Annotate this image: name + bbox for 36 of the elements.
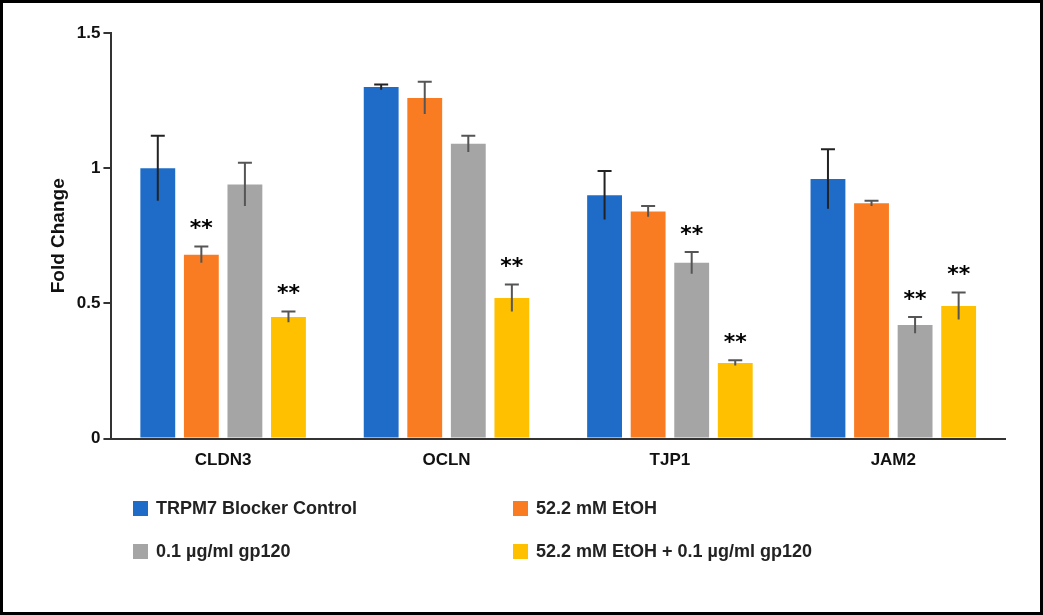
bar: [407, 97, 443, 438]
annotation: **: [276, 280, 301, 306]
bar: [674, 262, 710, 438]
y-tick-label: 1.5: [76, 22, 101, 42]
bar: [717, 362, 753, 438]
legend-label: TRPM7 Blocker Control: [156, 498, 358, 519]
bar: [854, 203, 889, 438]
annotation: **: [500, 253, 524, 279]
x-tick-label: TJP1: [649, 450, 691, 470]
bar: [271, 316, 306, 438]
y-tick-label: 0.5: [76, 293, 101, 313]
bar: [630, 211, 666, 438]
annotation: **: [723, 328, 748, 354]
bar: [810, 179, 846, 438]
bar: [140, 168, 176, 438]
annotation: **: [680, 220, 704, 246]
legend-label: 52.2 mM EtOH + 0.1 µg/ml gp120: [536, 541, 812, 562]
bar: [183, 254, 219, 438]
legend-label: 52.2 mM EtOH: [536, 498, 658, 519]
bar: [227, 184, 263, 438]
bar: [587, 195, 622, 438]
bar: [363, 87, 399, 438]
bar: [897, 325, 933, 438]
annotation: **: [947, 261, 971, 287]
annotation: **: [189, 215, 214, 241]
y-tick-label: 1: [90, 157, 101, 177]
y-tick-label: 0: [90, 428, 101, 448]
y-axis-title: Fold Change: [46, 178, 68, 294]
x-tick-label: JAM2: [870, 450, 916, 470]
bar: [450, 143, 486, 438]
bar: [941, 306, 977, 438]
x-tick-label: OCLN: [422, 450, 471, 470]
bar: [494, 297, 530, 438]
annotation: **: [903, 285, 928, 311]
legend-label: 0.1 µg/ml gp120: [156, 541, 291, 562]
x-tick-label: CLDN3: [194, 450, 252, 470]
